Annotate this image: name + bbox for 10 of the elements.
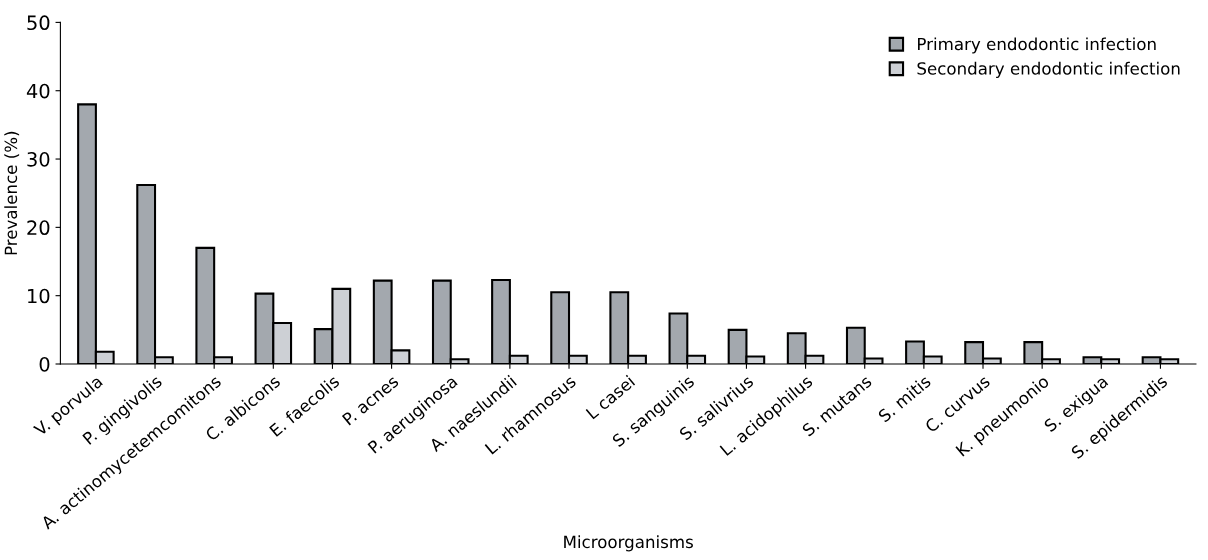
x-axis-title: Microorganisms xyxy=(564,535,693,552)
y-tick-label: 30 xyxy=(27,152,50,167)
legend-label: Primary endodontic infection xyxy=(918,37,1156,54)
y-tick-label: 20 xyxy=(27,220,50,236)
y-tick-label: 0 xyxy=(39,356,50,372)
y-tick-label: 40 xyxy=(26,83,50,99)
y-tick-label: 10 xyxy=(28,288,50,304)
legend-label: Secondary endodontic infection xyxy=(917,61,1180,78)
y-tick-label: 50 xyxy=(27,15,50,31)
y-axis-title: Prevalence (%) xyxy=(4,131,20,255)
